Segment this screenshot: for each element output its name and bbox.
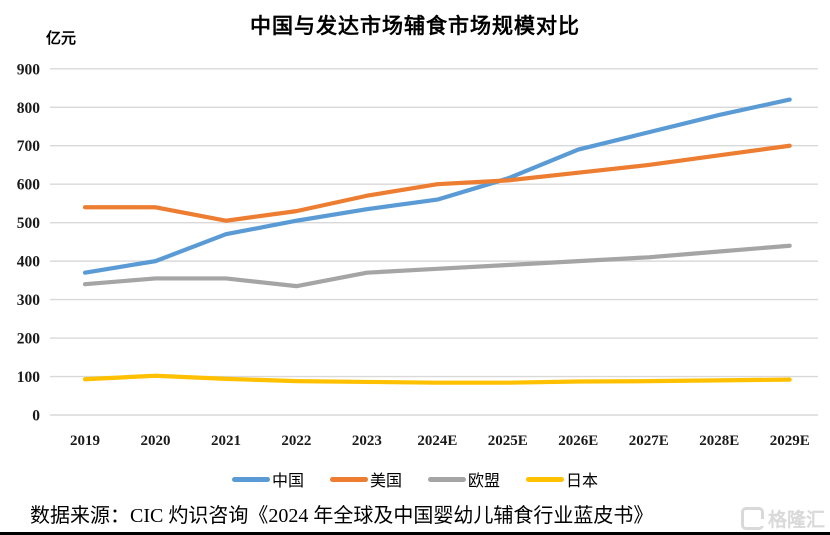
legend-swatch xyxy=(231,476,270,482)
y-tick-label: 300 xyxy=(17,292,41,309)
legend-swatch xyxy=(428,476,466,482)
legend-item: 欧盟 xyxy=(428,467,500,491)
x-tick-label: 2028E xyxy=(699,433,739,449)
x-tick-label: 2026E xyxy=(558,433,598,449)
y-tick-label: 900 xyxy=(17,61,41,78)
legend-swatch xyxy=(329,476,368,482)
x-tick-label: 2024E xyxy=(417,433,457,449)
x-axis-labels: 2019 2020 2021 2022 2023 2024E 2025E 2026E 2027E… xyxy=(70,433,810,449)
y-tick-label: 400 xyxy=(17,254,41,271)
series-line-3 xyxy=(82,373,792,385)
y-tick-label: 600 xyxy=(17,177,41,194)
legend-label: 中国 xyxy=(271,473,304,490)
x-tick-label: 2027E xyxy=(629,433,669,449)
x-tick-label: 2023 xyxy=(352,433,382,449)
data-source: 数据来源：CIC 灼识咨询《2024 年全球及中国婴幼儿辅食行业蓝皮书》 xyxy=(30,505,654,527)
series-line-0 xyxy=(82,97,792,275)
legend-label: 欧盟 xyxy=(468,473,501,490)
gelonghui-logo: 格隆汇 xyxy=(740,505,825,532)
legend-label: 日本 xyxy=(566,473,599,490)
x-tick-label: 2022 xyxy=(281,433,311,449)
legend-item: 日本 xyxy=(526,467,598,491)
chart-title: 中国与发达市场辅食市场规模对比 xyxy=(250,14,580,38)
x-tick-label: 2029E xyxy=(770,433,810,449)
y-axis-labels: 0 100 200 300 400 500 600 700 800 900 xyxy=(17,61,41,424)
legend-item: 中国 xyxy=(231,467,304,491)
legend-swatch xyxy=(526,476,565,482)
y-tick-label: 200 xyxy=(17,331,41,348)
y-tick-label: 100 xyxy=(17,369,41,386)
legend-item: 美国 xyxy=(329,467,402,491)
series-line-1 xyxy=(82,143,792,223)
legend-label: 美国 xyxy=(369,473,402,490)
x-tick-label: 2019 xyxy=(70,433,100,449)
y-tick-label: 700 xyxy=(17,138,41,155)
y-axis-unit-label: 亿元 xyxy=(46,31,77,47)
line-chart: 0 100 200 300 400 500 600 700 800 900 2019 2020 2021… xyxy=(17,61,818,449)
x-tick-label: 2020 xyxy=(140,433,170,449)
gelonghui-text: 格隆汇 xyxy=(767,510,825,531)
y-tick-label: 500 xyxy=(17,215,41,232)
y-tick-label: 800 xyxy=(17,100,41,117)
chart-legend: 中国 美国 欧盟 日本 xyxy=(0,467,830,491)
series-line-2 xyxy=(82,243,792,289)
x-tick-label: 2025E xyxy=(488,433,528,449)
x-tick-label: 2021 xyxy=(211,433,241,449)
gelonghui-icon xyxy=(740,507,765,530)
y-tick-label: 0 xyxy=(32,408,40,425)
